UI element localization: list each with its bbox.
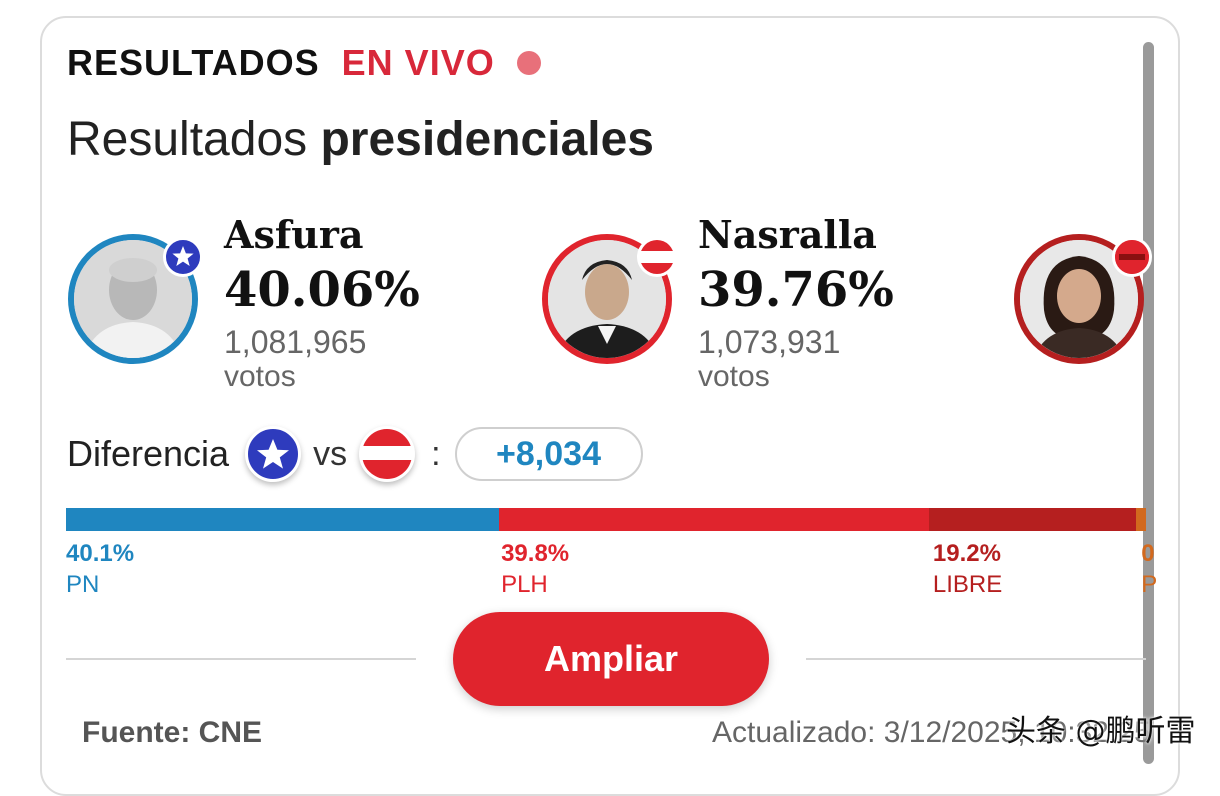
- updated-timestamp: Actualizado: 3/12/2025, 10:32:25: [712, 716, 1151, 749]
- candidate-percent: 40.06%: [224, 262, 420, 318]
- candidate-avatar: [1014, 234, 1144, 364]
- bar-label-percent: 39.8%: [501, 540, 570, 567]
- vs-label: vs: [313, 434, 348, 473]
- star-icon: [245, 426, 302, 482]
- bar-label-party: P: [1141, 571, 1158, 598]
- bar-label-percent: 0: [1141, 540, 1155, 567]
- page-title-bold: presidenciales: [320, 113, 654, 166]
- colon-separator: :: [431, 434, 441, 473]
- candidate-votes-unit: votos: [224, 360, 296, 393]
- star-icon: [163, 237, 203, 277]
- bar-segment-p: [1136, 508, 1146, 531]
- red-white-flag-icon: [637, 237, 677, 277]
- candidate-votes: 1,073,931: [698, 324, 841, 360]
- candidate-votes-unit: votos: [698, 360, 770, 393]
- bar-label-party: PN: [66, 571, 100, 598]
- difference-row: Diferencia vs : +8,034: [67, 424, 643, 484]
- bar-label-plh: 39.8% PLH: [501, 540, 569, 599]
- scrollbar[interactable]: [1143, 42, 1154, 764]
- header-title: RESULTADOS: [67, 42, 320, 83]
- bar-segment-pn: [66, 508, 500, 531]
- bar-label-party: PLH: [501, 571, 548, 598]
- page-title: Resultados presidenciales: [67, 112, 654, 167]
- bar-label-percent: 19.2%: [932, 540, 1001, 567]
- expand-button[interactable]: Ampliar: [453, 612, 769, 706]
- difference-label: Diferencia: [67, 433, 230, 474]
- red-white-flag-icon: [359, 426, 416, 482]
- bar-label-party: LIBRE: [932, 571, 1003, 598]
- bar-label-percent: 40.1%: [66, 540, 135, 567]
- source-label: Fuente: CNE: [82, 716, 262, 749]
- page-title-regular: Resultados: [67, 113, 308, 166]
- divider-right: [806, 658, 1146, 660]
- bar-label-pn: 40.1% PN: [66, 540, 134, 599]
- candidate-name: Nasralla: [698, 212, 877, 257]
- results-bar: [66, 508, 1146, 531]
- candidate-avatar: [542, 234, 672, 364]
- watermark: 头条 @鹏听雷: [1006, 714, 1196, 749]
- candidate-percent: 39.76%: [698, 262, 894, 318]
- candidate-avatar: [68, 234, 198, 364]
- candidate-votes: 1,081,965: [224, 324, 367, 360]
- difference-value: +8,034: [454, 427, 643, 481]
- live-header: RESULTADOS EN VIVO: [67, 42, 541, 84]
- libre-badge-icon: [1112, 237, 1152, 277]
- bar-label-libre: 19.2% LIBRE: [933, 540, 1002, 599]
- bar-segment-libre: [928, 508, 1137, 531]
- live-indicator-dot: [516, 51, 541, 75]
- divider-left: [66, 658, 416, 660]
- live-label: EN VIVO: [341, 42, 495, 83]
- candidate-name: Asfura: [224, 212, 364, 257]
- bar-segment-plh: [499, 508, 929, 531]
